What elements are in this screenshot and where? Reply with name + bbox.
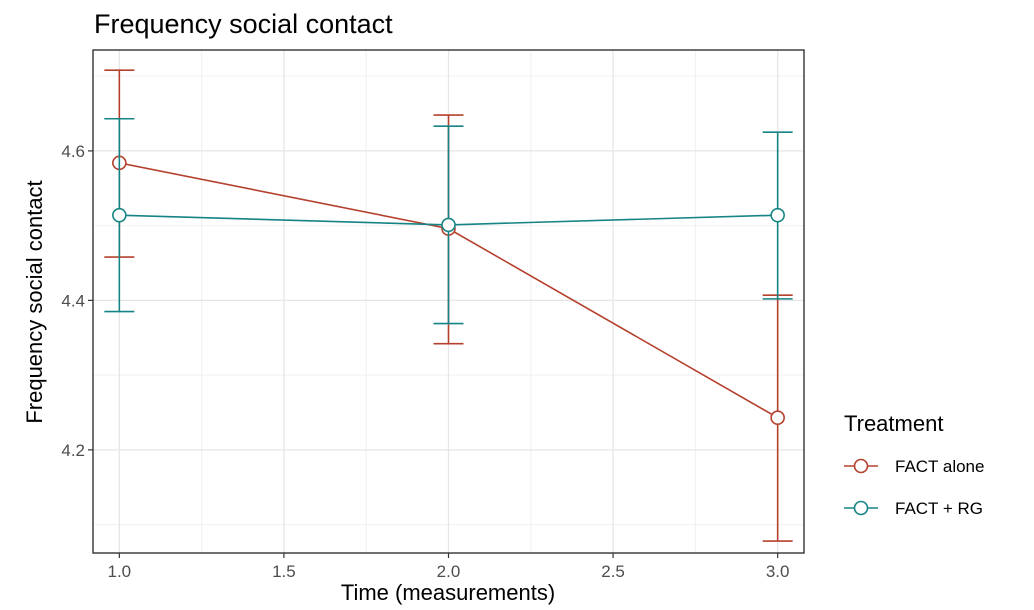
y-tick-label: 4.6 — [61, 142, 85, 161]
data-point — [770, 410, 785, 426]
legend-key-marker — [853, 500, 869, 516]
axis-ticks: 1.0 1.5 2.0 2.5 3.0 4.2 4.4 4.6 — [61, 142, 789, 581]
legend-key-marker — [853, 458, 869, 474]
legend-label: FACT + RG — [895, 499, 983, 518]
chart-title: Frequency social contact — [94, 9, 393, 39]
y-axis-title: Frequency social contact — [22, 180, 47, 423]
data-point — [112, 207, 127, 223]
x-tick-label: 3.0 — [766, 562, 790, 581]
y-tick-label: 4.4 — [61, 291, 85, 310]
legend-label: FACT alone — [895, 457, 984, 476]
x-tick-label: 2.0 — [437, 562, 461, 581]
x-tick-label: 2.5 — [601, 562, 625, 581]
data-point — [770, 207, 785, 223]
legend: Treatment FACT alone FACT + RG — [844, 411, 984, 518]
x-tick-label: 1.0 — [108, 562, 132, 581]
y-tick-label: 4.2 — [61, 441, 85, 460]
data-point — [441, 217, 456, 233]
x-tick-label: 1.5 — [272, 562, 296, 581]
series-group — [104, 117, 793, 325]
x-axis-title: Time (measurements) — [341, 580, 555, 605]
legend-title: Treatment — [844, 411, 943, 436]
series-layer — [104, 69, 793, 542]
